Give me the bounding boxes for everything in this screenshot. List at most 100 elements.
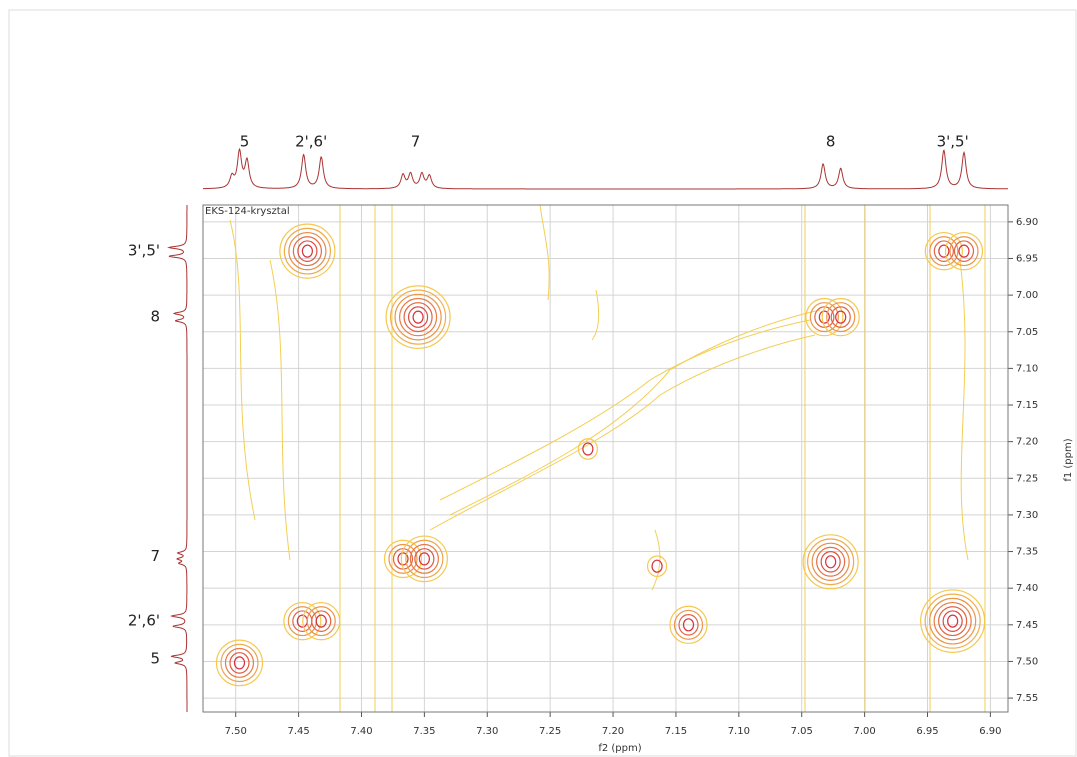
contour-ring	[233, 656, 246, 670]
cross-peak	[577, 438, 598, 460]
contour-ring	[814, 306, 835, 328]
contour-ring	[830, 306, 851, 328]
x-tick-label: 7.25	[539, 726, 561, 737]
top-peak-label: 8	[826, 133, 836, 151]
contour-ring	[302, 601, 341, 641]
diagonal-ridge	[429, 334, 816, 531]
contour-ring	[835, 310, 847, 324]
contour-ring	[949, 236, 979, 267]
contour-ring	[924, 593, 981, 649]
contour-ring	[825, 555, 837, 569]
contour-ring	[944, 231, 984, 271]
contour-ring	[388, 543, 418, 574]
top-peak-label: 3',5'	[937, 133, 969, 151]
cross-peak	[805, 297, 844, 337]
plot-area	[202, 204, 1009, 713]
contour-ring	[405, 539, 444, 579]
x-tick-label: 7.45	[287, 726, 309, 737]
x-tick-label: 7.30	[476, 726, 498, 737]
contour-ring	[301, 244, 313, 258]
contour-ring	[279, 223, 336, 279]
contour-ring	[397, 552, 409, 566]
contour-ring	[288, 231, 327, 271]
contour-ring	[807, 538, 855, 586]
contour-streaks	[229, 204, 986, 712]
contour-ring	[933, 601, 972, 641]
y-tick-label: 6.90	[1016, 217, 1038, 228]
cross-peak	[924, 231, 963, 271]
contour-ring	[292, 236, 322, 267]
x-tick-label: 7.20	[602, 726, 624, 737]
contour-ring	[938, 244, 950, 258]
contour-ring	[400, 535, 448, 583]
cross-peak	[944, 231, 984, 271]
y-tick-label: 7.40	[1016, 583, 1038, 594]
left-peak-label: 7	[150, 547, 160, 565]
x-tick-label: 7.10	[728, 726, 750, 737]
left-peak-label: 5	[150, 650, 160, 668]
x-tick-label: 7.50	[225, 726, 247, 737]
cross-peak	[920, 589, 986, 653]
x-tick-label: 7.35	[413, 726, 435, 737]
left-peak-label: 2',6'	[128, 612, 160, 630]
contour-ring	[577, 438, 598, 460]
contour-ring	[802, 534, 859, 590]
contour-ring	[958, 244, 970, 258]
contour-ring	[392, 548, 414, 570]
y-tick-label: 7.55	[1016, 693, 1038, 704]
contour-ring	[407, 306, 429, 328]
y-tick-label: 6.95	[1016, 253, 1038, 264]
y-tick-label: 7.00	[1016, 290, 1038, 301]
contour-ring	[582, 442, 594, 456]
y-tick-label: 7.45	[1016, 620, 1038, 631]
cross-peak	[400, 535, 448, 583]
contour-ring	[816, 546, 846, 577]
cross-peak	[279, 223, 336, 279]
contour-ring	[383, 539, 423, 579]
contour-ring	[283, 601, 322, 641]
contour-ring	[805, 297, 844, 337]
contour-ring	[933, 240, 954, 262]
cross-peak	[821, 297, 860, 337]
contour-ring	[938, 606, 968, 637]
cross-peak	[646, 555, 668, 578]
contour-ring	[394, 293, 442, 341]
y-tick-label: 7.30	[1016, 510, 1038, 521]
x-tick-label: 7.05	[791, 726, 813, 737]
contour-ring	[283, 227, 331, 275]
cross-peak	[302, 601, 341, 641]
left-peak-label: 8	[150, 308, 160, 326]
contour-ring	[924, 231, 963, 271]
contour-ring	[220, 643, 259, 683]
contour-ring	[229, 652, 250, 674]
left-peak-label: 3',5'	[128, 242, 160, 260]
left-projection	[167, 205, 188, 712]
top-peak-label: 7	[411, 133, 421, 151]
contour-ring	[224, 647, 255, 678]
y-tick-label: 7.10	[1016, 363, 1038, 374]
contour-ring	[811, 542, 850, 582]
weak-contour	[229, 204, 969, 591]
contour-ring	[809, 302, 839, 333]
cross-peak	[385, 285, 451, 349]
contour-ring	[409, 543, 439, 574]
x-tick-label: 7.40	[350, 726, 372, 737]
contour-ring	[826, 302, 856, 333]
contour-ring	[942, 610, 963, 632]
t1-noise	[339, 205, 986, 712]
top-projection	[203, 147, 1008, 190]
top-peak-label: 2',6'	[295, 133, 327, 151]
contour-ring	[818, 310, 830, 324]
y-tick-label: 7.25	[1016, 473, 1038, 484]
top-peak-label: 5	[240, 133, 250, 151]
contour-ring	[418, 552, 430, 566]
contour-ring	[315, 614, 327, 628]
contour-ring	[920, 589, 986, 653]
x-axis-label: f2 (ppm)	[598, 743, 641, 754]
y-tick-label: 7.20	[1016, 437, 1038, 448]
grid	[203, 205, 1008, 712]
contour-ring	[398, 297, 438, 337]
x-tick-label: 6.95	[916, 726, 938, 737]
y-tick-label: 7.35	[1016, 547, 1038, 558]
